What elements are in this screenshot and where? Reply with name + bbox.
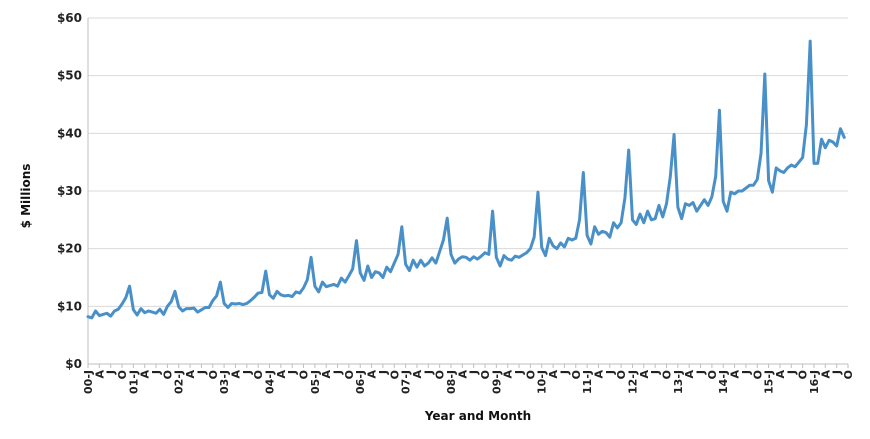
x-tick-label: J: [740, 370, 753, 375]
axes: [87, 18, 848, 365]
x-tick-label: O: [207, 370, 220, 379]
x-tick-label: J: [332, 370, 345, 375]
x-tick-label: J: [150, 370, 163, 375]
x-tick-label: O: [434, 370, 447, 379]
x-tick-label: J: [604, 370, 617, 375]
x-tick-label: 12-J: [626, 370, 639, 394]
gridlines: [88, 17, 848, 365]
x-tick-label: 09-J: [490, 370, 503, 394]
x-tick-label: A: [320, 370, 333, 379]
x-tick-label: 16-J: [808, 370, 821, 394]
x-tick-label: A: [366, 370, 379, 379]
x-tick-label: A: [184, 370, 197, 379]
x-tick-label: A: [819, 370, 832, 379]
x-tick-label: A: [456, 370, 469, 379]
x-tick-label: A: [774, 370, 787, 379]
x-tick-label: J: [785, 370, 798, 375]
x-axis-title: Year and Month: [424, 409, 531, 423]
y-tick-label: $0: [65, 357, 82, 371]
x-tick-label: J: [286, 370, 299, 375]
x-tick-label: A: [683, 370, 696, 379]
x-tick-label: A: [275, 370, 288, 379]
series-line: [86, 39, 846, 320]
x-tick-label: O: [161, 370, 174, 379]
x-tick-label: O: [751, 370, 764, 379]
x-tick-label: J: [377, 370, 390, 375]
x-tick-label: 11-J: [581, 370, 594, 394]
x-tick-label: O: [615, 370, 628, 379]
series: [86, 39, 846, 320]
x-tick-label: J: [695, 370, 708, 375]
x-tick-label: 08-J: [445, 370, 458, 394]
x-tick-label: J: [468, 370, 481, 375]
x-tick-label: O: [842, 370, 855, 379]
x-tick-label: 05-J: [309, 370, 322, 394]
x-tick-label: 13-J: [672, 370, 685, 394]
x-tick-label: O: [524, 370, 537, 379]
y-tick-label: $40: [57, 126, 82, 140]
x-tick-label: O: [388, 370, 401, 379]
x-tick-label: J: [649, 370, 662, 375]
x-tick-label: A: [638, 370, 651, 379]
y-tick-label: $10: [57, 299, 82, 313]
x-tick-label: J: [105, 370, 118, 375]
x-tick-label: 03-J: [218, 370, 231, 394]
x-tick-label: O: [343, 370, 356, 379]
x-tick-label: O: [298, 370, 311, 379]
x-tick-label: 00-J: [82, 370, 95, 394]
y-tick-label: $30: [57, 184, 82, 198]
x-tick-label: 07-J: [400, 370, 413, 394]
x-tick-label: 15-J: [763, 370, 776, 394]
x-tick-label: O: [661, 370, 674, 379]
x-tick-label: A: [502, 370, 515, 379]
x-tick-label: J: [241, 370, 254, 375]
x-tick-label: 04-J: [263, 370, 276, 394]
x-tick-label: A: [592, 370, 605, 379]
x-tick-label: A: [93, 370, 106, 379]
x-tick-label: 01-J: [127, 370, 140, 394]
x-tick-label: A: [229, 370, 242, 379]
x-tick-label: A: [729, 370, 742, 379]
y-axis-tick-labels: $0 $10 $20 $30 $40 $50 $60: [57, 11, 82, 371]
x-tick-label: J: [831, 370, 844, 375]
x-tick-label: J: [195, 370, 208, 375]
x-tick-label: O: [706, 370, 719, 379]
y-tick-label: $60: [57, 11, 82, 25]
y-tick-label: $20: [57, 242, 82, 256]
x-axis-tick-labels: 00-JAJO01-JAJO02-JAJO03-JAJO04-JAJO05-JA…: [82, 364, 855, 394]
x-tick-label: A: [411, 370, 424, 379]
y-axis-title: $ Millions: [19, 164, 33, 229]
y-tick-label: $50: [57, 69, 82, 83]
x-tick-label: J: [558, 370, 571, 375]
x-tick-label: J: [422, 370, 435, 375]
x-tick-label: O: [479, 370, 492, 379]
x-tick-label: 14-J: [717, 370, 730, 394]
x-tick-label: A: [547, 370, 560, 379]
x-tick-label: 10-J: [536, 370, 549, 394]
x-tick-label: O: [797, 370, 810, 379]
x-tick-label: J: [513, 370, 526, 375]
x-tick-label: 02-J: [173, 370, 186, 394]
x-tick-label: A: [139, 370, 152, 379]
x-tick-label: O: [252, 370, 265, 379]
x-tick-label: 06-J: [354, 370, 367, 394]
x-tick-label: O: [570, 370, 583, 379]
x-tick-label: O: [116, 370, 129, 379]
